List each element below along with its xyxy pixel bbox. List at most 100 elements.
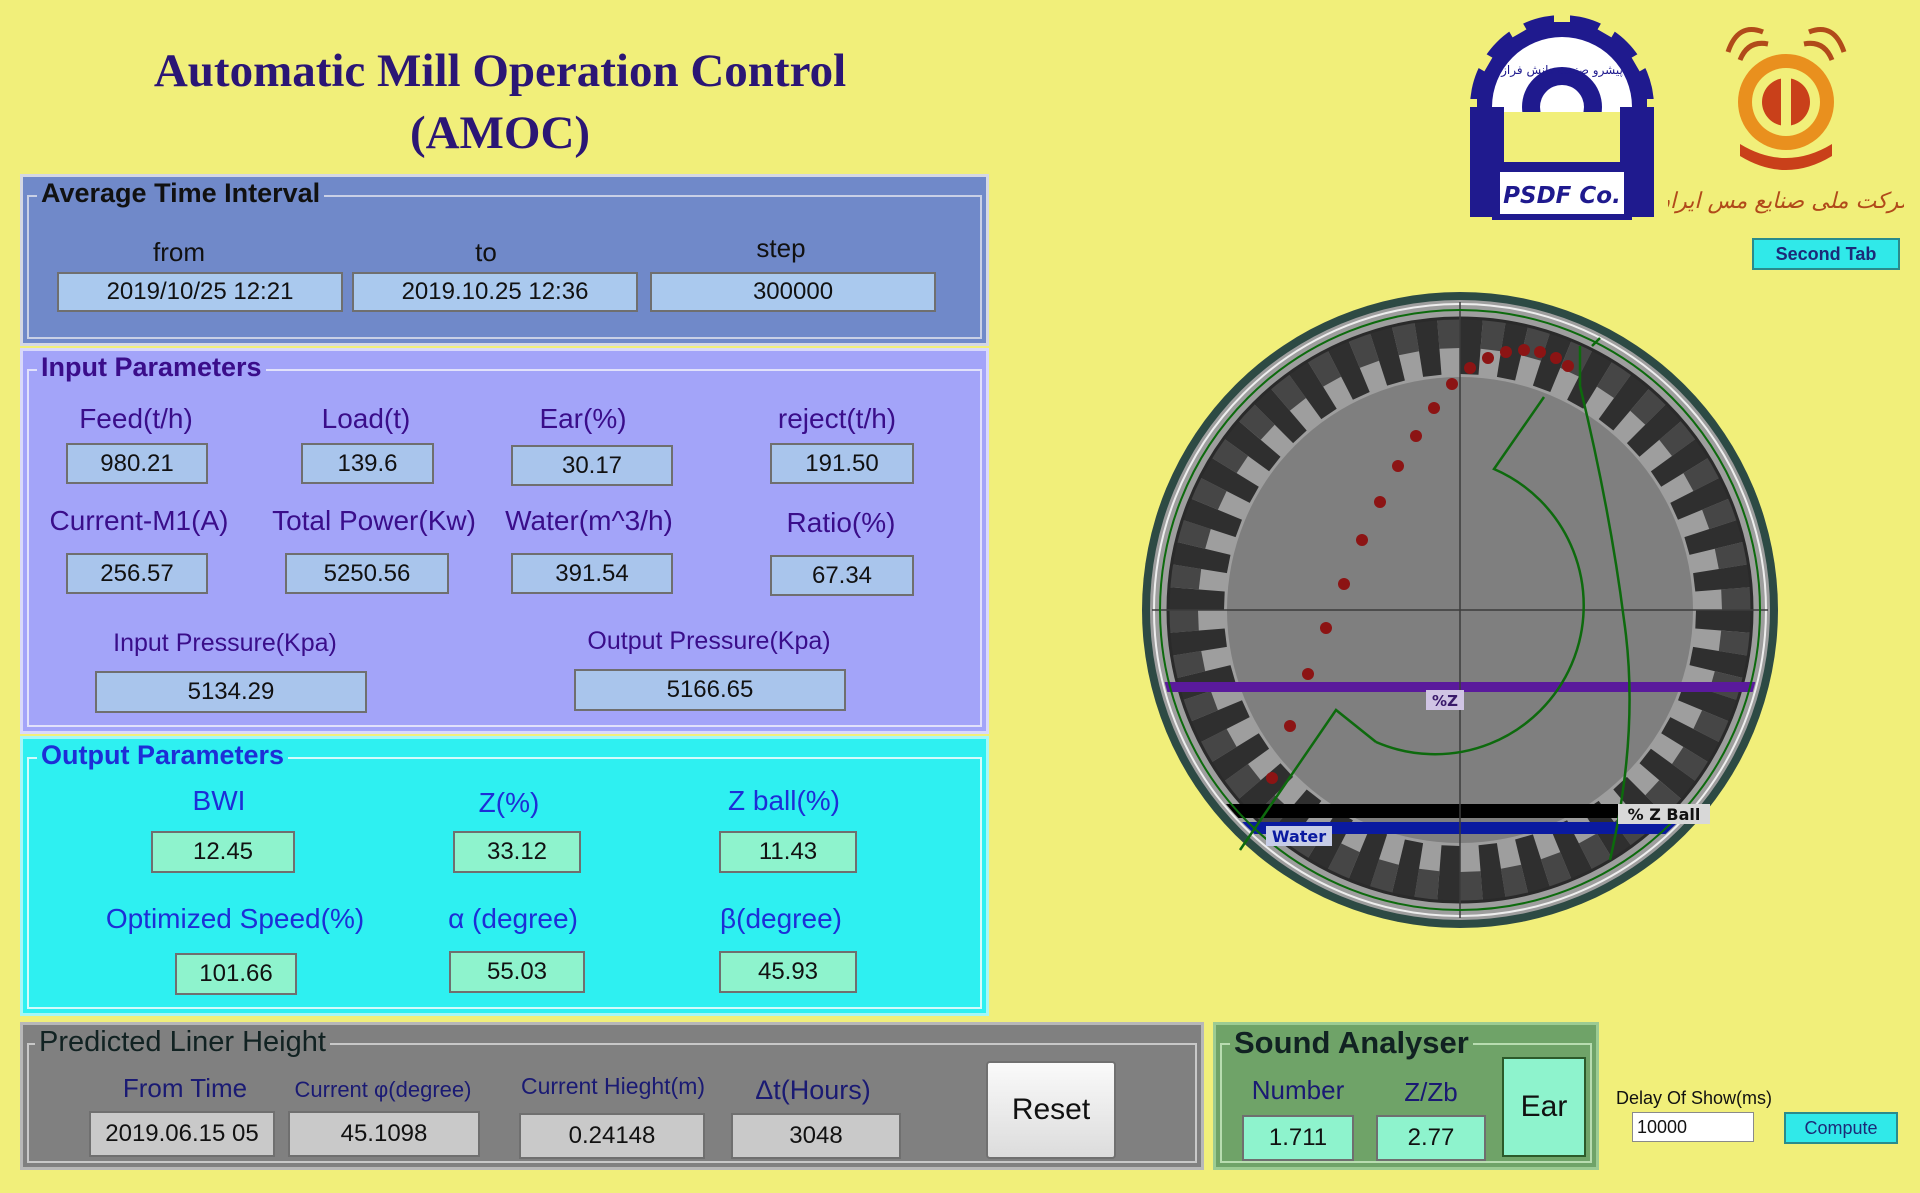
liner-lifter: [1661, 717, 1721, 763]
current-height-field[interactable]: 0.24148: [519, 1113, 705, 1159]
output-pressure-field[interactable]: 5166.65: [574, 669, 846, 711]
from-time-field[interactable]: 2019.06.15 05: [89, 1111, 275, 1157]
second-tab-button[interactable]: Second Tab: [1752, 238, 1900, 270]
z-ball-label-box: [1618, 804, 1710, 824]
current-m1-field[interactable]: 256.57: [66, 553, 208, 594]
reject-label: reject(t/h): [777, 403, 897, 434]
delay-input[interactable]: 10000: [1632, 1112, 1754, 1142]
trajectory-ball: [1266, 772, 1278, 784]
liner-lifter: [1693, 564, 1752, 592]
liner-lifter: [1550, 820, 1593, 880]
bwi-field[interactable]: 12.45: [151, 831, 295, 873]
liner-plate: [1414, 868, 1440, 902]
liner-lifter: [1168, 628, 1227, 656]
trajectory-ball: [1534, 346, 1546, 358]
load-field[interactable]: 139.6: [301, 443, 434, 484]
liner-height-groupbox: [27, 1043, 1197, 1163]
output-parameters-groupbox: [27, 757, 982, 1009]
total-power-label: Total Power(Kw): [272, 505, 476, 536]
compute-button[interactable]: Compute: [1784, 1112, 1898, 1144]
charge-outline: [1238, 385, 1631, 861]
psdf-logo: پیشرو صنعت دانش فراز PSDF Co.: [1462, 12, 1662, 220]
liner-plate: [1702, 498, 1738, 529]
charge-ring: [1159, 309, 1761, 911]
liner-plate: [1391, 321, 1419, 356]
from-label: from: [153, 237, 205, 267]
app-subtitle: (AMOC): [409, 107, 591, 159]
liner-plate: [1480, 318, 1506, 352]
liner-plate: [1437, 318, 1460, 349]
alpha-field[interactable]: 55.03: [449, 951, 585, 993]
liner-lifter: [1190, 700, 1250, 743]
liner-plate: [1672, 746, 1709, 782]
liner-lifter: [1199, 457, 1259, 503]
to-time-field[interactable]: 2019.10.25 12:36: [352, 272, 638, 312]
liner-plate: [1348, 332, 1379, 368]
beta-label: β(degree): [720, 903, 842, 934]
reject-field[interactable]: 191.50: [770, 443, 914, 484]
delta-t-field[interactable]: 3048: [731, 1113, 901, 1159]
liner-lifter: [1670, 477, 1730, 520]
liner-lifter: [1626, 403, 1682, 457]
liner-lifter: [1689, 646, 1749, 679]
liner-lifter: [1238, 763, 1294, 817]
liner-lifter: [1171, 541, 1231, 574]
z-percent-field[interactable]: 33.12: [453, 831, 581, 873]
current-height-label: Current Hieght(m): [520, 1073, 706, 1099]
liner-lifter: [1223, 420, 1281, 472]
mill-diagram: %Z % Z Ball Water: [1140, 290, 1780, 930]
trajectory-ball: [1302, 668, 1314, 680]
liner-plate: [1460, 871, 1483, 902]
ear-field[interactable]: 30.17: [511, 445, 673, 486]
water-field[interactable]: 391.54: [511, 553, 673, 594]
from-time-label: From Time: [122, 1073, 248, 1103]
current-phi-field[interactable]: 45.1098: [288, 1111, 480, 1157]
input-parameters-groupbox: [27, 369, 982, 727]
feed-field[interactable]: 980.21: [66, 443, 208, 484]
trajectory-ball: [1482, 352, 1494, 364]
water-label-box: [1266, 826, 1332, 846]
liner-height-title: Predicted Liner Height: [35, 1026, 330, 1059]
liner-plate: [1596, 361, 1632, 398]
liner-lifter: [1460, 318, 1483, 375]
average-time-groupbox: [27, 195, 982, 339]
ear-button[interactable]: Ear: [1502, 1057, 1586, 1157]
liner-plate: [1168, 564, 1202, 590]
z-ball-label: Z ball(%): [727, 785, 841, 816]
liner-plate: [1693, 710, 1730, 743]
step-field[interactable]: 300000: [650, 272, 936, 312]
trajectory-ball: [1518, 344, 1530, 356]
liner-plate: [1211, 438, 1248, 474]
liner-lifter: [1639, 748, 1697, 800]
z-ball-field[interactable]: 11.43: [719, 831, 857, 873]
liner-lifter: [1168, 587, 1225, 610]
from-time-field[interactable]: 2019/10/25 12:21: [57, 272, 343, 312]
liner-plate: [1327, 843, 1360, 880]
z-label-box: [1426, 690, 1464, 710]
reset-button[interactable]: Reset: [986, 1061, 1116, 1159]
ear-label: Ear(%): [539, 403, 627, 434]
input-parameters-title: Input Parameters: [37, 352, 266, 383]
bwi-label: BWI: [192, 785, 246, 816]
trajectory-ball: [1562, 360, 1574, 372]
liner-lifter: [1437, 845, 1460, 902]
liner-plate: [1168, 610, 1199, 633]
optimized-speed-field[interactable]: 101.66: [175, 953, 297, 995]
z-ball-level-label: % Z Ball: [1628, 805, 1701, 824]
trajectory-ball: [1446, 378, 1458, 390]
input-pressure-field[interactable]: 5134.29: [95, 671, 367, 713]
liner-lifter: [1567, 349, 1613, 409]
app-title: Automatic Mill Operation Control: [153, 45, 847, 97]
z-level-label: %Z: [1432, 692, 1458, 710]
total-power-field[interactable]: 5250.56: [285, 553, 449, 594]
liner-lifter: [1678, 682, 1738, 722]
ratio-field[interactable]: 67.34: [770, 555, 914, 596]
feed-label: Feed(t/h): [79, 403, 193, 434]
beta-field[interactable]: 45.93: [719, 951, 857, 993]
z-zb-field[interactable]: 2.77: [1376, 1115, 1486, 1161]
liner-lifter: [1288, 361, 1337, 420]
liner-plate: [1578, 833, 1613, 871]
liner-plate: [1714, 541, 1749, 569]
delta-t-label: Δt(Hours): [755, 1075, 871, 1105]
sound-number-field[interactable]: 1.711: [1242, 1115, 1354, 1161]
